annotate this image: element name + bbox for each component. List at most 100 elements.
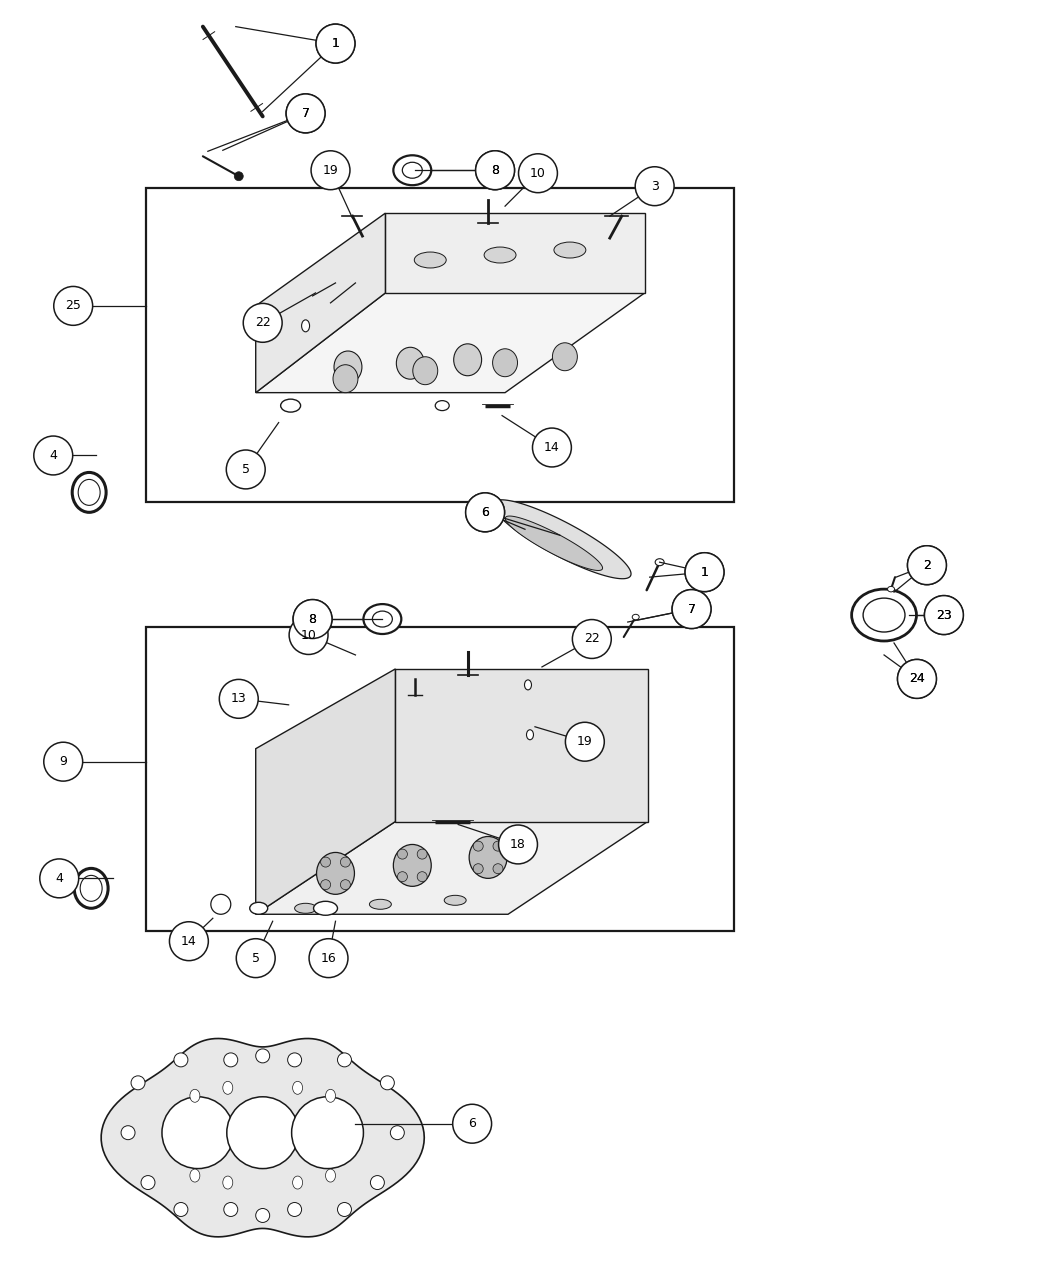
- Polygon shape: [385, 213, 645, 292]
- Ellipse shape: [280, 400, 300, 412]
- Circle shape: [227, 1097, 298, 1168]
- Ellipse shape: [469, 836, 507, 879]
- Text: 7: 7: [688, 603, 695, 616]
- Circle shape: [141, 1176, 155, 1190]
- Ellipse shape: [293, 1082, 302, 1094]
- Circle shape: [288, 1054, 301, 1066]
- Ellipse shape: [78, 479, 100, 506]
- Text: 23: 23: [936, 609, 951, 622]
- Ellipse shape: [398, 872, 407, 881]
- Circle shape: [211, 894, 231, 914]
- Circle shape: [565, 723, 605, 761]
- Circle shape: [309, 939, 348, 978]
- Circle shape: [311, 151, 350, 190]
- Text: 13: 13: [231, 692, 247, 705]
- Bar: [146, 188, 734, 502]
- Circle shape: [685, 553, 723, 591]
- Circle shape: [256, 1208, 270, 1222]
- Ellipse shape: [413, 356, 438, 384]
- Text: 3: 3: [651, 180, 658, 193]
- Circle shape: [287, 94, 326, 133]
- Circle shape: [476, 151, 514, 190]
- Circle shape: [391, 1126, 404, 1139]
- Text: 4: 4: [49, 450, 57, 462]
- Ellipse shape: [320, 880, 331, 890]
- Circle shape: [371, 1176, 384, 1190]
- Ellipse shape: [474, 842, 483, 852]
- Polygon shape: [396, 669, 648, 821]
- Ellipse shape: [863, 598, 905, 632]
- Circle shape: [54, 286, 92, 326]
- Ellipse shape: [223, 1082, 233, 1094]
- Circle shape: [224, 1203, 237, 1217]
- Text: 24: 24: [909, 673, 925, 686]
- Circle shape: [907, 545, 946, 585]
- Circle shape: [131, 1075, 145, 1089]
- Circle shape: [476, 151, 514, 190]
- Text: 19: 19: [576, 736, 592, 748]
- Circle shape: [288, 1203, 301, 1217]
- Text: 6: 6: [481, 506, 489, 518]
- Circle shape: [898, 659, 937, 699]
- Text: 1: 1: [332, 37, 339, 50]
- Ellipse shape: [340, 857, 351, 867]
- Circle shape: [924, 595, 963, 635]
- Ellipse shape: [370, 899, 392, 909]
- Ellipse shape: [852, 589, 917, 641]
- Ellipse shape: [301, 319, 310, 332]
- Circle shape: [337, 1203, 352, 1217]
- Circle shape: [898, 659, 937, 699]
- Text: 8: 8: [491, 163, 499, 176]
- Text: 14: 14: [181, 935, 196, 948]
- Ellipse shape: [295, 903, 316, 913]
- Circle shape: [287, 94, 326, 133]
- Circle shape: [40, 859, 79, 898]
- Ellipse shape: [415, 252, 446, 268]
- Ellipse shape: [525, 679, 531, 690]
- Ellipse shape: [417, 849, 427, 859]
- Text: 1: 1: [700, 566, 709, 578]
- Circle shape: [532, 428, 571, 467]
- Text: 22: 22: [255, 317, 271, 329]
- Ellipse shape: [396, 347, 424, 379]
- Circle shape: [293, 600, 332, 638]
- Text: 7: 7: [301, 107, 310, 120]
- Ellipse shape: [526, 729, 533, 739]
- Circle shape: [672, 590, 711, 628]
- Circle shape: [34, 435, 72, 475]
- Polygon shape: [492, 499, 631, 578]
- Circle shape: [465, 493, 505, 531]
- Ellipse shape: [394, 156, 432, 185]
- Text: 8: 8: [309, 613, 316, 626]
- Ellipse shape: [250, 903, 268, 914]
- Text: 14: 14: [544, 441, 560, 455]
- Ellipse shape: [494, 863, 503, 873]
- Text: 10: 10: [530, 167, 546, 180]
- Circle shape: [44, 742, 83, 782]
- Circle shape: [907, 545, 946, 585]
- Text: 1: 1: [700, 566, 709, 578]
- Text: 2: 2: [923, 559, 931, 572]
- Ellipse shape: [326, 1168, 336, 1183]
- Circle shape: [316, 24, 355, 63]
- Bar: [146, 627, 734, 931]
- Circle shape: [169, 922, 208, 960]
- Text: 5: 5: [252, 951, 259, 964]
- Circle shape: [453, 1105, 491, 1143]
- Circle shape: [499, 825, 538, 865]
- Text: 24: 24: [909, 673, 925, 686]
- Circle shape: [672, 590, 711, 628]
- Circle shape: [316, 24, 355, 63]
- Ellipse shape: [444, 895, 466, 905]
- Text: 23: 23: [936, 609, 951, 622]
- Ellipse shape: [887, 586, 895, 591]
- Ellipse shape: [494, 842, 503, 852]
- Polygon shape: [256, 292, 645, 392]
- Circle shape: [685, 553, 723, 591]
- Circle shape: [219, 679, 258, 718]
- Circle shape: [465, 493, 505, 531]
- Ellipse shape: [474, 863, 483, 873]
- Circle shape: [121, 1126, 135, 1139]
- Circle shape: [244, 304, 282, 342]
- Text: 9: 9: [59, 755, 67, 769]
